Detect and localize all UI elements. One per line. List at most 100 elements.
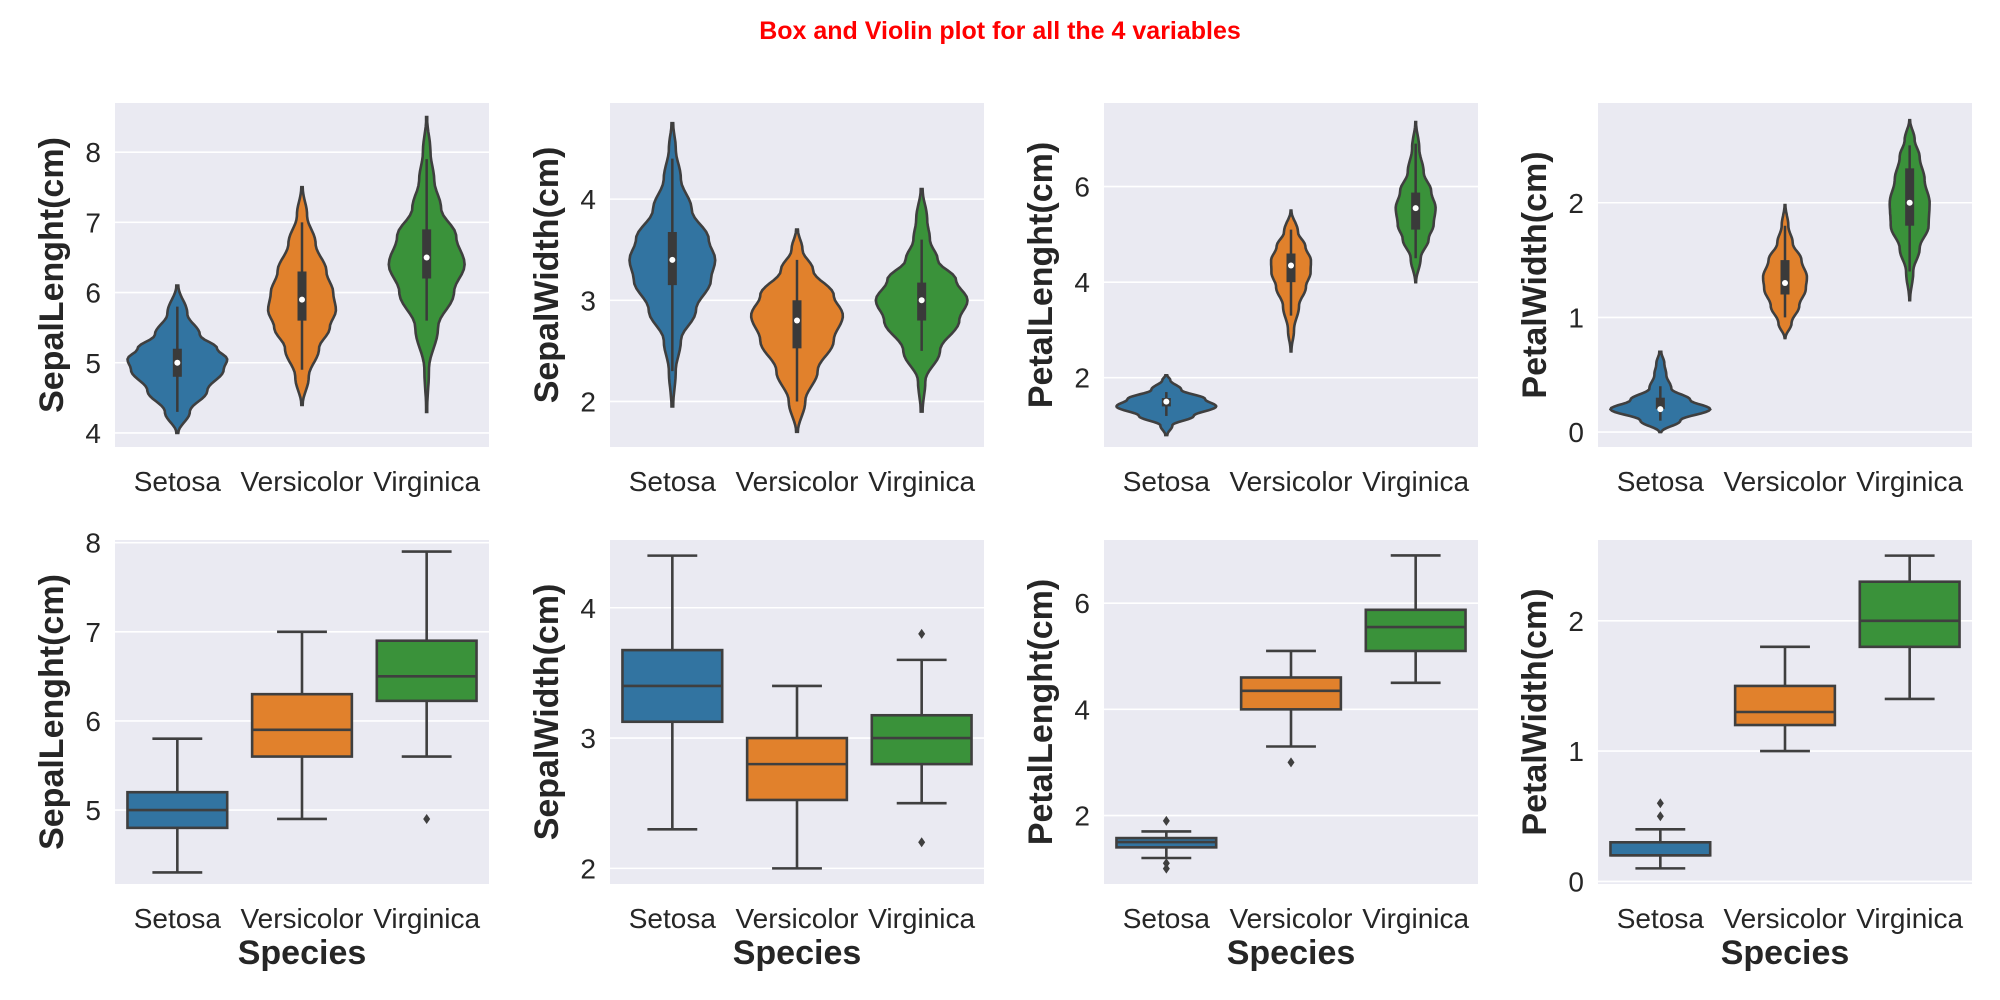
box-virginica [870, 713, 973, 766]
y-tick-label: 0 [1568, 866, 1584, 897]
y-tick-label: 7 [85, 617, 101, 648]
violin-median-dot [918, 297, 925, 304]
box-virginica [375, 639, 478, 703]
violin-median-dot [1782, 280, 1788, 287]
y-tick-label: 5 [85, 348, 101, 379]
outlier-point [1656, 811, 1664, 822]
y-axis-label: SepalWidth(cm) [528, 584, 566, 841]
x-tick-label-versicolor: Versicolor [241, 466, 364, 497]
violin-median-dot [299, 296, 305, 303]
y-axis-label: SepalLenght(cm) [33, 574, 71, 850]
x-axis-label: Species [1227, 934, 1356, 972]
x-tick-label-setosa: Setosa [629, 466, 717, 497]
y-axis-label: SepalLenght(cm) [33, 137, 71, 413]
x-tick-label-virginica: Virginica [373, 903, 480, 934]
outlier-point [1162, 858, 1170, 869]
y-tick-label: 1 [1568, 302, 1584, 333]
violin-iqr-box [792, 300, 802, 349]
y-tick-label: 0 [1568, 417, 1584, 448]
box-versicolor [250, 692, 354, 758]
y-tick-label: 2 [1568, 188, 1584, 219]
outlier-point [918, 837, 926, 848]
x-axis-label: Species [238, 934, 367, 972]
panel-5-box-sepallenghtcm: 5 6 7 8 Setosa Versicolor Virginica SepalLenght… [33, 528, 489, 972]
y-tick-label: 8 [85, 137, 101, 168]
violin-median-dot [1906, 199, 1913, 206]
figure-title: Box and Violin plot for all the 4 variab… [759, 17, 1241, 45]
x-tick-label-versicolor: Versicolor [1230, 903, 1353, 934]
x-tick-label-setosa: Setosa [1123, 903, 1211, 934]
panel-4-violin-petalwidthcm: 0 1 2 Setosa Versicolor Virginica PetalWidth(c… [1516, 103, 1972, 497]
violin-median-dot [669, 256, 676, 263]
y-axis-label: PetalLenght(cm) [1022, 142, 1060, 408]
y-tick-label: 3 [580, 285, 596, 316]
outlier-point [918, 628, 926, 639]
violin-median-dot [1657, 406, 1664, 413]
panel-2-violin-sepalwidthcm: 2 3 4 Setosa Versicolor Virginica SepalWidth(c… [528, 103, 984, 497]
panel-1-violin-sepallenghtcm: 4 5 6 7 8 Setosa Versicolor Virginica SepalLengh… [33, 103, 489, 497]
x-axis-label: Species [733, 934, 862, 972]
box-versicolor [1733, 684, 1837, 727]
x-tick-label-virginica: Virginica [1362, 903, 1469, 934]
panel-8-box-petalwidthcm: 0 1 2 Setosa Versicolor Virginica PetalWidth(c… [1516, 540, 1972, 972]
y-tick-label: 6 [85, 706, 101, 737]
y-tick-label: 3 [580, 723, 596, 754]
panel-3-violin-petallenghtcm: 2 4 6 Setosa Versicolor Virginica PetalLenght(… [1022, 103, 1478, 497]
x-tick-label-setosa: Setosa [629, 903, 717, 934]
panel-7-box-petallenghtcm: 2 4 6 Setosa Versicolor Virginica PetalLenght(… [1022, 540, 1478, 972]
y-tick-label: 2 [1568, 606, 1584, 637]
x-tick-label-versicolor: Versicolor [1724, 466, 1847, 497]
violin-median-dot [174, 359, 181, 366]
x-tick-label-setosa: Setosa [134, 903, 222, 934]
x-tick-label-versicolor: Versicolor [1724, 903, 1847, 934]
x-tick-label-setosa: Setosa [134, 466, 222, 497]
y-tick-label: 1 [1568, 736, 1584, 767]
y-tick-label: 2 [1074, 801, 1090, 832]
violin-median-dot [423, 254, 430, 261]
panel-6-box-sepalwidthcm: 2 3 4 Setosa Versicolor Virginica SepalWidth(c… [528, 540, 984, 972]
y-tick-label: 2 [580, 853, 596, 884]
violin-median-dot [794, 317, 800, 324]
y-tick-label: 7 [85, 207, 101, 238]
violin-iqr-box [422, 229, 432, 279]
x-tick-label-virginica: Virginica [868, 903, 975, 934]
y-tick-label: 2 [1074, 363, 1090, 394]
violin-iqr-box [1905, 168, 1915, 226]
x-tick-label-setosa: Setosa [1617, 466, 1705, 497]
violin-iqr-box [1655, 397, 1665, 410]
violin-iqr-box [297, 271, 307, 321]
violin-median-dot [1163, 398, 1170, 405]
box-versicolor [745, 736, 849, 802]
y-tick-label: 8 [85, 528, 101, 559]
x-tick-label-virginica: Virginica [1856, 466, 1963, 497]
x-tick-label-versicolor: Versicolor [736, 466, 859, 497]
y-tick-label: 5 [85, 795, 101, 826]
violin-iqr-box [1780, 260, 1790, 295]
outlier-point [423, 813, 431, 824]
y-tick-label: 4 [580, 184, 596, 215]
violin-median-dot [1288, 262, 1294, 269]
box-versicolor [1239, 676, 1343, 711]
y-tick-label: 4 [580, 593, 596, 624]
x-tick-label-versicolor: Versicolor [736, 903, 859, 934]
y-tick-label: 6 [1074, 588, 1090, 619]
y-tick-label: 4 [85, 418, 101, 449]
x-tick-label-virginica: Virginica [868, 466, 975, 497]
outlier-point [1162, 815, 1170, 826]
x-axis-label: Species [1721, 934, 1850, 972]
x-tick-label-setosa: Setosa [1617, 903, 1705, 934]
y-axis-label: PetalWidth(cm) [1516, 588, 1554, 835]
y-tick-label: 6 [85, 278, 101, 309]
box-virginica [1858, 580, 1961, 649]
box-virginica [1364, 608, 1467, 653]
x-tick-label-versicolor: Versicolor [1230, 466, 1353, 497]
y-tick-label: 4 [1074, 267, 1090, 298]
x-tick-label-virginica: Virginica [373, 466, 480, 497]
y-tick-label: 2 [580, 386, 596, 417]
y-tick-label: 4 [1074, 694, 1090, 725]
outlier-point [1162, 863, 1170, 874]
x-tick-label-virginica: Virginica [1362, 466, 1469, 497]
outlier-point [1656, 798, 1664, 809]
x-tick-label-virginica: Virginica [1856, 903, 1963, 934]
